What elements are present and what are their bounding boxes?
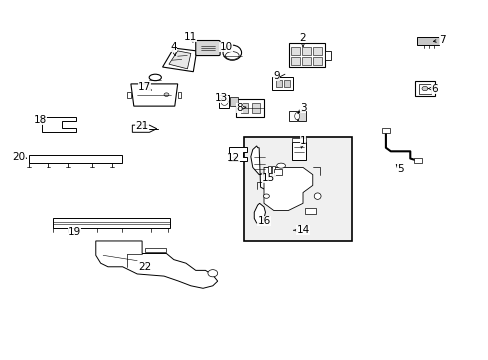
Text: 5: 5 <box>395 164 403 174</box>
Ellipse shape <box>421 86 427 91</box>
Text: 14: 14 <box>293 225 309 235</box>
Polygon shape <box>228 147 246 161</box>
Text: 8: 8 <box>236 103 245 113</box>
Bar <box>298 111 305 121</box>
Bar <box>414 81 434 96</box>
Bar <box>381 129 389 133</box>
Bar <box>272 166 275 176</box>
Polygon shape <box>264 167 312 211</box>
Text: 15: 15 <box>262 173 275 183</box>
Text: 20: 20 <box>13 152 27 162</box>
Text: 6: 6 <box>427 84 437 94</box>
Bar <box>305 208 316 214</box>
Bar <box>218 95 229 108</box>
Polygon shape <box>144 248 166 252</box>
Text: 3: 3 <box>297 103 305 113</box>
Bar <box>284 80 290 87</box>
Bar <box>273 169 281 175</box>
Ellipse shape <box>223 45 241 60</box>
Bar <box>275 80 282 87</box>
Polygon shape <box>162 48 196 72</box>
Text: 11: 11 <box>184 32 197 42</box>
Polygon shape <box>168 51 190 69</box>
Bar <box>289 111 297 121</box>
Polygon shape <box>250 146 268 189</box>
Polygon shape <box>42 117 76 132</box>
Bar <box>230 97 237 106</box>
Bar <box>268 166 271 176</box>
Bar <box>244 137 351 241</box>
Bar <box>313 57 322 65</box>
Text: 22: 22 <box>138 262 151 272</box>
Bar <box>313 47 322 55</box>
Text: 21: 21 <box>135 121 148 131</box>
Ellipse shape <box>314 193 321 199</box>
Bar <box>290 47 299 55</box>
Bar <box>418 84 430 94</box>
Text: 2: 2 <box>299 33 305 46</box>
Bar <box>271 77 293 90</box>
Bar <box>29 155 122 163</box>
Text: 1: 1 <box>299 136 305 148</box>
Polygon shape <box>254 203 265 223</box>
Text: 13: 13 <box>215 93 228 103</box>
Bar <box>290 57 299 65</box>
Bar <box>413 158 421 163</box>
Ellipse shape <box>221 98 227 105</box>
Bar <box>288 43 325 67</box>
Bar <box>302 57 310 65</box>
Ellipse shape <box>276 163 285 168</box>
Text: 4: 4 <box>170 42 177 55</box>
Ellipse shape <box>263 194 269 198</box>
FancyBboxPatch shape <box>195 41 220 55</box>
Text: 17: 17 <box>138 82 151 92</box>
Bar <box>302 47 310 55</box>
Bar <box>292 138 305 141</box>
Text: 7: 7 <box>432 35 445 45</box>
Text: 18: 18 <box>34 115 47 125</box>
Polygon shape <box>177 92 181 98</box>
Bar <box>240 103 248 113</box>
Bar <box>416 37 438 45</box>
Ellipse shape <box>225 51 239 59</box>
Ellipse shape <box>207 270 217 277</box>
Text: 10: 10 <box>219 42 232 52</box>
Polygon shape <box>127 92 131 98</box>
Bar <box>251 103 259 113</box>
Ellipse shape <box>149 74 161 81</box>
Text: 19: 19 <box>68 227 81 237</box>
Bar <box>53 218 170 228</box>
Ellipse shape <box>163 93 168 96</box>
Ellipse shape <box>294 113 299 120</box>
Polygon shape <box>96 241 217 288</box>
Text: 12: 12 <box>227 153 240 163</box>
Bar <box>236 99 264 117</box>
Polygon shape <box>131 84 177 106</box>
Bar <box>325 51 330 59</box>
Text: 9: 9 <box>272 71 279 81</box>
Text: 16: 16 <box>257 216 270 226</box>
Bar <box>292 141 305 160</box>
Polygon shape <box>132 125 157 132</box>
